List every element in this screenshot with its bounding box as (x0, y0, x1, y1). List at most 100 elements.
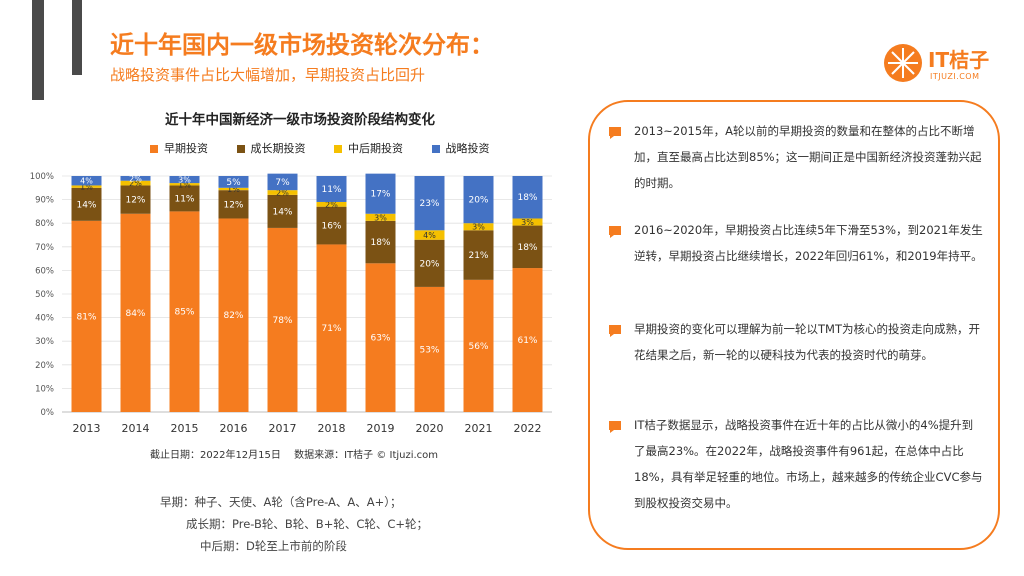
bar-late (463, 223, 494, 231)
data-label-growth: 21% (468, 251, 488, 261)
x-tick-label: 2020 (416, 422, 444, 435)
legend-label-early: 早期投资 (164, 142, 208, 155)
bar-growth (463, 230, 494, 280)
data-label-strategic: 2% (129, 174, 142, 183)
y-tick-label: 60% (35, 266, 54, 276)
bar-growth (267, 194, 298, 228)
insight-point-4: IT桔子数据显示，战略投资事件在近十年的占比从微小的4%提升到了最高23%。在2… (634, 418, 983, 510)
data-label-late: 2% (129, 179, 142, 188)
legend-swatch-late (334, 145, 342, 153)
legend-item-early: 早期投资 (150, 140, 208, 156)
bar-early (120, 213, 151, 412)
data-label-growth: 14% (272, 207, 292, 217)
data-label-late: 2% (325, 200, 338, 209)
data-label-early: 78% (272, 316, 292, 326)
bar-growth (218, 190, 249, 219)
logo-brand-text: IT桔子 (928, 48, 990, 72)
bar-strategic (267, 173, 298, 191)
bar-late (169, 183, 200, 186)
y-tick-label: 80% (35, 219, 54, 229)
bar-early (169, 211, 200, 412)
data-label-late: 3% (521, 218, 534, 227)
stage-note-early: 早期：种子、天使、A轮（含Pre-A、A、A+）； (160, 495, 402, 509)
y-tick-label: 20% (35, 361, 54, 371)
data-label-growth: 18% (370, 238, 390, 248)
legend-swatch-early (150, 145, 158, 153)
y-tick-label: 0% (41, 408, 55, 418)
data-label-early: 61% (517, 336, 537, 346)
bar-late (120, 180, 151, 186)
bar-growth (120, 185, 151, 214)
bar-strategic (463, 176, 494, 224)
legend-swatch-growth (236, 145, 245, 153)
speech-bubble-icon (609, 226, 621, 238)
bar-strategic (512, 176, 543, 219)
insight-point-1: 2013~2015年，A轮以前的早期投资的数量和在整体的占比不断增加，直至最高占… (634, 124, 982, 190)
bar-late (316, 201, 347, 207)
data-label-growth: 18% (517, 243, 537, 253)
bar-late (512, 218, 543, 226)
data-source-note: 截止日期：2022年12月15日 数据来源：IT桔子 © Itjuzi.com (150, 450, 439, 461)
bar-early (267, 227, 298, 412)
data-label-strategic: 23% (419, 199, 439, 209)
bar-growth (414, 239, 445, 287)
y-tick-label: 40% (35, 314, 54, 324)
data-label-early: 82% (223, 311, 243, 321)
bar-growth (316, 206, 347, 245)
stage-note-late: 中后期：D轮至上市前的阶段 (200, 539, 347, 553)
data-label-strategic: 11% (321, 185, 341, 195)
bar-strategic (316, 176, 347, 202)
data-label-strategic: 5% (226, 178, 241, 188)
x-tick-label: 2021 (465, 422, 493, 435)
data-label-growth: 20% (419, 259, 439, 269)
data-label-late: 1% (227, 185, 240, 194)
legend-label-late: 中后期投资 (348, 142, 403, 155)
data-label-late: 4% (423, 231, 436, 240)
data-label-growth: 11% (174, 194, 194, 204)
bar-strategic (71, 176, 102, 186)
legend-item-strategic: 战略投资 (431, 140, 490, 156)
insights-panel (588, 100, 1000, 550)
data-label-late: 3% (374, 213, 387, 222)
bar-early (463, 279, 494, 412)
bar-late (218, 187, 249, 191)
x-tick-label: 2018 (318, 422, 346, 435)
insight-point-2: 2016~2020年，早期投资占比连续5年下滑至53%，到2021年发生逆转，早… (634, 223, 983, 263)
x-tick-label: 2022 (514, 422, 542, 435)
brand-logo: IT桔子 ITJUZI.COM (878, 40, 998, 90)
bar-early (365, 263, 396, 412)
legend-item-growth: 成长期投资 (236, 140, 306, 156)
data-label-growth: 14% (76, 200, 96, 210)
legend-label-growth: 成长期投资 (250, 142, 306, 155)
legend-swatch-strategic (431, 145, 440, 153)
x-tick-label: 2013 (73, 422, 101, 435)
bar-early (218, 218, 249, 412)
data-label-early: 63% (370, 334, 390, 344)
data-label-strategic: 18% (517, 193, 537, 203)
data-label-early: 56% (468, 342, 488, 352)
data-label-growth: 12% (223, 200, 243, 210)
data-label-early: 85% (174, 308, 194, 318)
data-label-growth: 16% (321, 222, 341, 232)
bar-early (414, 286, 445, 412)
data-label-early: 53% (419, 345, 439, 355)
insight-point-3: 早期投资的变化可以理解为前一轮以TMT为核心的投资走向成熟，开花结果之后，新一轮… (634, 322, 980, 362)
bar-early (512, 268, 543, 412)
bar-early (71, 220, 102, 412)
speech-bubble-icon (609, 421, 621, 433)
data-label-late: 1% (80, 183, 93, 192)
bar-strategic (414, 176, 445, 231)
legend-label-strategic: 战略投资 (445, 142, 490, 155)
bar-late (71, 185, 102, 188)
bar-growth (169, 185, 200, 212)
y-tick-label: 50% (35, 290, 54, 300)
data-label-strategic: 17% (370, 190, 390, 200)
x-tick-label: 2014 (122, 422, 150, 435)
decor-bar-right (72, 0, 82, 75)
page-title: 近十年国内一级市场投资轮次分布： (110, 31, 494, 59)
bar-strategic (169, 176, 200, 184)
page-subtitle: 战略投资事件占比大幅增加，早期投资占比回升 (110, 66, 426, 84)
bar-late (365, 213, 396, 221)
bar-growth (365, 220, 396, 264)
